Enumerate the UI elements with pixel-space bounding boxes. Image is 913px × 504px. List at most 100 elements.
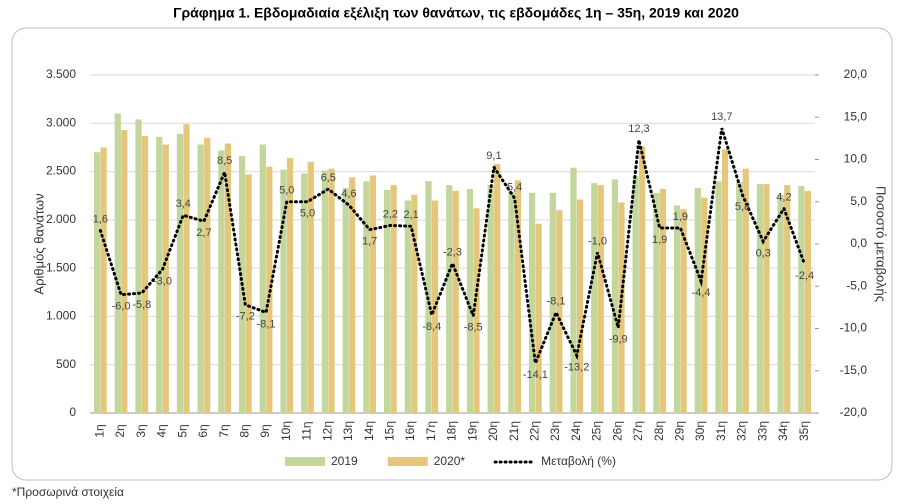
bar <box>798 186 805 413</box>
data-label: 13,7 <box>711 111 732 123</box>
bar <box>301 173 308 413</box>
bar <box>763 184 770 413</box>
data-label: 8,5 <box>217 155 232 167</box>
bar <box>183 124 190 413</box>
y2-tick-label: 0,0 <box>850 236 867 250</box>
bar <box>639 146 646 413</box>
data-label: 1,7 <box>362 236 377 248</box>
legend-label: 2019 <box>331 454 358 468</box>
y-tick-label: 2.000 <box>46 212 76 226</box>
data-label: 5,0 <box>300 208 315 220</box>
data-label: -1,0 <box>588 235 607 247</box>
data-label: 2,1 <box>403 209 418 221</box>
x-tick-label: 19η <box>465 421 479 441</box>
legend-swatch <box>285 457 325 466</box>
bar <box>197 144 204 413</box>
y2-tick-label: 5,0 <box>850 194 867 208</box>
bar <box>100 147 107 413</box>
bar <box>218 150 225 413</box>
legend-label: 2020* <box>434 454 466 468</box>
data-label: 1,9 <box>652 234 667 246</box>
data-label: -4,4 <box>692 287 711 299</box>
bar <box>494 163 501 413</box>
x-tick-label: 2η <box>113 424 127 437</box>
bar <box>245 174 252 413</box>
x-tick-label: 25η <box>590 421 604 441</box>
bar <box>701 197 708 413</box>
data-label: -14,1 <box>523 369 548 381</box>
data-label: 5,4 <box>507 181 522 193</box>
bar <box>204 137 211 413</box>
x-tick-label: 5η <box>175 424 189 437</box>
y2-tick-label: -15,0 <box>840 363 868 377</box>
x-tick-label: 27η <box>631 421 645 441</box>
bar <box>328 168 335 413</box>
bar <box>508 191 515 413</box>
bar <box>446 185 453 413</box>
footnote: *Προσωρινά στοιχεία <box>12 485 124 499</box>
x-tick-label: 1η <box>93 424 107 437</box>
data-label: 4,2 <box>776 191 791 203</box>
bar <box>141 135 149 413</box>
x-tick-label: 33η <box>755 421 769 441</box>
bar <box>307 161 314 413</box>
x-tick-label: 9η <box>258 424 272 437</box>
bar <box>452 190 459 413</box>
bar <box>114 113 121 413</box>
x-tick-label: 20η <box>486 421 500 441</box>
bar <box>156 136 163 413</box>
data-label: 1,9 <box>673 211 688 223</box>
y-tick-label: 3.500 <box>46 67 76 81</box>
data-label: 5,0 <box>279 185 294 197</box>
data-label: 3,4 <box>176 198 191 210</box>
y-tick-label: 500 <box>56 357 76 371</box>
data-label: 12,3 <box>628 123 649 135</box>
bar <box>176 133 184 413</box>
bar <box>597 185 604 413</box>
y-tick-label: 3.000 <box>46 115 76 129</box>
bar <box>466 188 474 413</box>
data-label: 2,2 <box>383 208 398 220</box>
x-tick-label: 4η <box>155 424 169 437</box>
bar <box>390 185 397 413</box>
y2-tick-label: 20,0 <box>844 67 868 81</box>
data-label: -13,2 <box>564 361 589 373</box>
change-line <box>98 127 807 370</box>
y-axis-label: Αριθμός θανάτων <box>31 193 46 294</box>
data-label: 2,7 <box>196 227 211 239</box>
y2-tick-label: 10,0 <box>844 152 868 166</box>
x-tick-label: 14η <box>362 421 376 441</box>
bar <box>528 192 536 413</box>
bar <box>280 169 287 413</box>
bar <box>756 184 764 413</box>
x-tick-label: 32η <box>735 421 749 441</box>
bar <box>591 183 598 413</box>
bar <box>570 167 577 413</box>
y2-tick-label: -20,0 <box>840 405 868 419</box>
bar <box>162 144 169 413</box>
x-tick-label: 21η <box>507 421 521 441</box>
x-tick-label: 29η <box>673 421 687 441</box>
bar <box>715 181 722 413</box>
bar <box>611 179 619 413</box>
bar <box>576 199 584 413</box>
data-label: 9,1 <box>486 150 501 162</box>
bar <box>653 192 660 413</box>
bar <box>549 192 556 413</box>
y-tick-label: 0 <box>69 405 76 419</box>
data-label: -6,0 <box>112 301 131 313</box>
y-tick-label: 2.500 <box>46 164 76 178</box>
bar <box>411 194 418 413</box>
x-tick-label: 13η <box>341 421 355 441</box>
data-label: 1,6 <box>93 213 108 225</box>
x-tick-label: 12η <box>320 421 334 441</box>
bar <box>721 149 729 414</box>
x-tick-label: 17η <box>424 421 438 441</box>
data-label: 6,5 <box>321 172 336 184</box>
x-tick-label: 6η <box>196 424 210 437</box>
data-label: -2,3 <box>443 246 462 258</box>
x-tick-label: 8η <box>238 424 252 437</box>
bar <box>680 209 687 413</box>
chart-title: Γράφημα 1. Εβδομαδιαία εξέλιξη των θανάτ… <box>173 5 739 21</box>
data-label: -5,8 <box>132 299 151 311</box>
